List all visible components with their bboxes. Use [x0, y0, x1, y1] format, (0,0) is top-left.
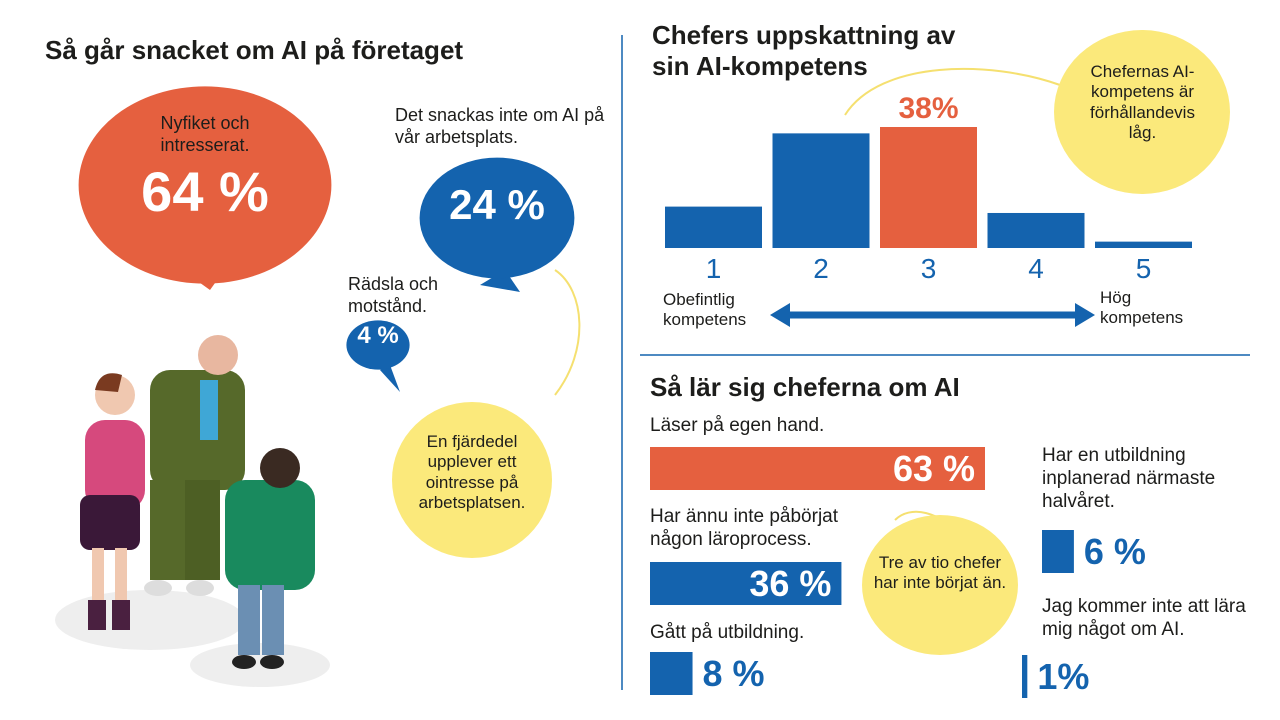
- annotation-cloud: [1054, 30, 1230, 194]
- bar: [650, 562, 842, 605]
- value-label: 38%: [898, 92, 959, 125]
- value-label: 24 %: [449, 181, 545, 228]
- chart-title: Så lär sig cheferna om AI: [650, 372, 960, 402]
- bar: [650, 652, 693, 695]
- bar: [987, 212, 1085, 248]
- value-label: 36 %: [749, 563, 832, 604]
- annotation: Chefernas AI-kompetens är förhållandevis…: [1090, 62, 1195, 143]
- arrow: [844, 68, 1061, 116]
- value-label: 1%: [1037, 656, 1090, 697]
- people-illustration: [55, 335, 330, 687]
- bubble: [78, 86, 332, 284]
- value-label: 6 %: [1083, 531, 1146, 572]
- bar: [1042, 530, 1074, 573]
- bar: [880, 127, 977, 248]
- bar-label: Har ännu inte påbörjat någon läroprocess…: [650, 506, 839, 550]
- axis-label: Obefintlig kompetens: [663, 290, 747, 330]
- x-tick-label: 1: [705, 253, 722, 284]
- annotation: Tre av tio chefer har inte börjat än.: [873, 553, 1007, 593]
- bar: [772, 133, 870, 248]
- chart-title: Chefers uppskattning av sin AI-kompetens: [652, 20, 956, 82]
- annotation-cloud: [392, 402, 552, 558]
- bubble: [346, 320, 410, 370]
- bar-label: Har en utbildning inplanerad närmaste ha…: [1042, 445, 1216, 512]
- bar: [665, 206, 762, 248]
- arrow: [554, 269, 581, 396]
- bubble-label: Det snackas inte om AI på vår arbetsplat…: [395, 105, 605, 147]
- bar-label: Läser på egen hand.: [650, 415, 825, 436]
- arrow-head: [770, 303, 790, 327]
- bar-label: Gått på utbildning.: [650, 622, 805, 643]
- x-tick-label: 5: [1135, 253, 1152, 284]
- bar: [1095, 241, 1192, 248]
- bar: [650, 447, 985, 490]
- value-label: 64 %: [141, 160, 269, 223]
- axis-label: Hög kompetens: [1100, 288, 1184, 328]
- x-tick-label: 2: [813, 253, 829, 284]
- x-tick-label: 4: [1028, 253, 1044, 284]
- value-label: 8 %: [702, 653, 765, 694]
- value-label: 4 %: [357, 322, 399, 349]
- bubble: [419, 157, 575, 279]
- arrow-head: [1075, 303, 1095, 327]
- bar-label: Jag kommer inte att lära mig något om AI…: [1042, 596, 1246, 640]
- annotation-cloud: [862, 515, 1018, 655]
- bar: [1022, 655, 1028, 698]
- value-label: 63 %: [892, 448, 975, 489]
- bubble-label: Nyfiket och intresserat.: [160, 113, 250, 155]
- annotation: En fjärdedel upplever ett ointresse på a…: [418, 432, 526, 513]
- x-tick-label: 3: [920, 253, 937, 284]
- chart-title: Så går snacket om AI på företaget: [45, 35, 464, 65]
- bubble-label: Rädsla och motstånd.: [348, 274, 439, 316]
- bubble-tail: [380, 365, 400, 392]
- bubble-tail: [480, 270, 520, 292]
